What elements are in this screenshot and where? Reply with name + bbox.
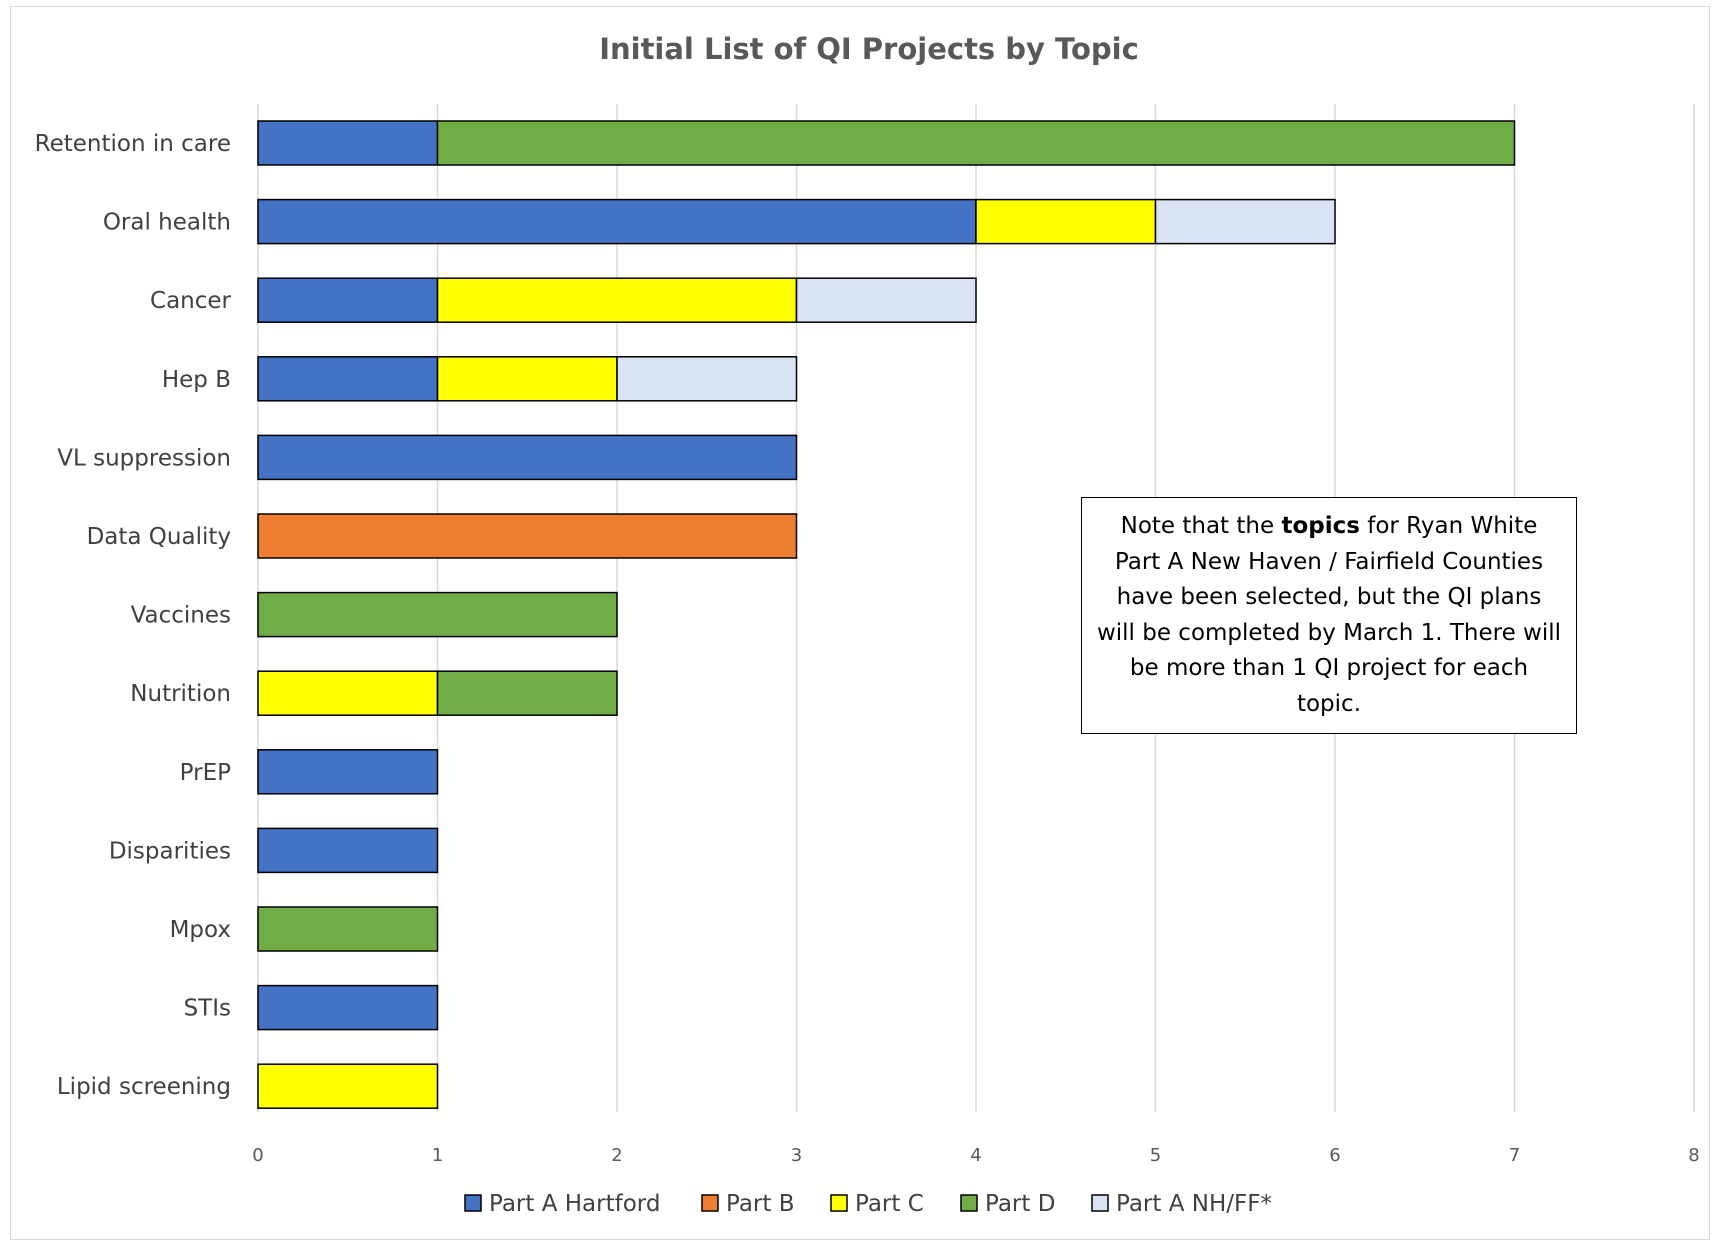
category-label: Nutrition (130, 681, 231, 707)
category-label: Mpox (170, 917, 231, 943)
bar-segment (257, 670, 439, 716)
bar-segment (257, 906, 439, 952)
category-labels: Retention in care Oral health Cancer Hep B V… (35, 131, 232, 1100)
x-tick-label: 1 (432, 1145, 443, 1166)
x-tick-label: 5 (1150, 1145, 1161, 1166)
legend-swatch (830, 1194, 848, 1212)
x-tick-label: 8 (1688, 1145, 1699, 1166)
bar-segment (257, 198, 977, 245)
legend-swatch (1091, 1194, 1109, 1212)
bars (257, 120, 1516, 1109)
x-tick-label: 6 (1329, 1145, 1340, 1166)
bar-segment (795, 277, 977, 323)
bar-segment (257, 749, 439, 795)
note-box: Note that the topics for Ryan White Part… (1081, 497, 1577, 734)
note-text-before: Note that the (1120, 513, 1282, 539)
legend-swatch (464, 1194, 482, 1212)
bar-segment (257, 434, 798, 481)
category-label: STIs (184, 996, 231, 1022)
bar-segment (257, 277, 439, 323)
bar-segment (1154, 198, 1336, 245)
legend-label: Part D (985, 1191, 1055, 1217)
bar-segment (257, 1063, 439, 1109)
legend-label: Part A NH/FF* (1116, 1191, 1272, 1217)
bar-segment (257, 827, 439, 874)
chart-title: Initial List of QI Projects by Topic (599, 32, 1139, 66)
category-label: PrEP (180, 760, 231, 786)
legend-swatch (960, 1194, 978, 1212)
note-text-bold: topics (1281, 513, 1360, 539)
x-tick-label: 3 (791, 1145, 802, 1166)
x-tick-label: 0 (252, 1145, 263, 1166)
bar-segment (257, 356, 439, 402)
legend-swatch (701, 1194, 719, 1212)
category-label: Cancer (150, 288, 232, 314)
legend: Part A Hartford Part B Part C Part D Part A … (464, 1191, 1272, 1217)
bar-segment (436, 277, 798, 323)
category-label: Disparities (109, 838, 231, 864)
bar-segment (257, 120, 439, 166)
bar-segment (616, 356, 798, 402)
legend-label: Part B (726, 1191, 795, 1217)
bar-segment (257, 591, 618, 638)
category-label: Hep B (162, 367, 231, 393)
bar-segment (257, 984, 439, 1031)
category-label: Lipid screening (57, 1074, 231, 1100)
note-text-after: for Ryan White Part A New Haven / Fairfi… (1096, 513, 1562, 717)
x-tick-label: 4 (970, 1145, 981, 1166)
x-tick-label: 2 (611, 1145, 622, 1166)
bar-segment (257, 513, 798, 559)
x-tick-label: 7 (1509, 1145, 1520, 1166)
category-label: Retention in care (35, 131, 231, 157)
bar-segment (975, 198, 1157, 245)
bar-segment (436, 356, 618, 402)
legend-label: Part C (855, 1191, 924, 1217)
legend-label: Part A Hartford (489, 1191, 660, 1217)
bar-segment (436, 670, 618, 716)
category-label: Data Quality (87, 524, 231, 550)
category-label: Vaccines (131, 603, 231, 629)
bar-segment (436, 120, 1516, 166)
category-label: Oral health (103, 210, 231, 236)
category-label: VL suppression (57, 445, 231, 471)
x-tick-labels: 0 1 2 3 4 5 6 7 8 (252, 1145, 1699, 1166)
